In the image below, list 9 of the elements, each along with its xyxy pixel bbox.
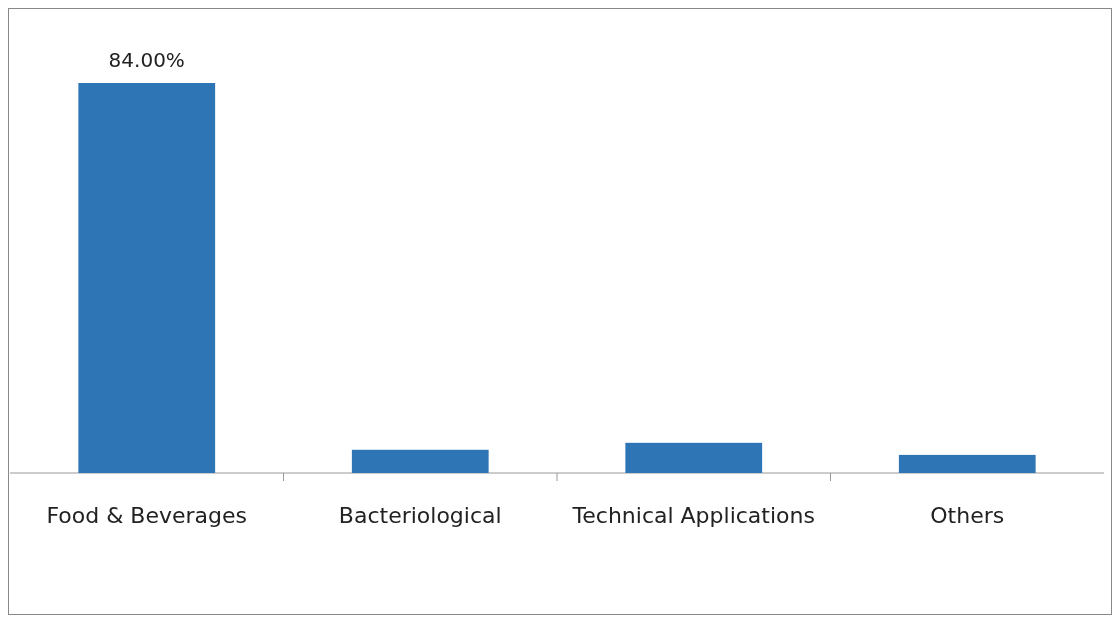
x-tick-label: Technical Applications: [571, 503, 815, 528]
x-tick-label: Others: [930, 503, 1005, 528]
bar: [898, 454, 1036, 473]
bar: [351, 449, 489, 473]
data-label: 84.00%: [108, 48, 185, 72]
bar: [78, 83, 216, 473]
x-tick-label: Food & Beverages: [46, 503, 248, 528]
bar: [625, 442, 763, 473]
x-tick-label: Bacteriological: [338, 503, 502, 528]
